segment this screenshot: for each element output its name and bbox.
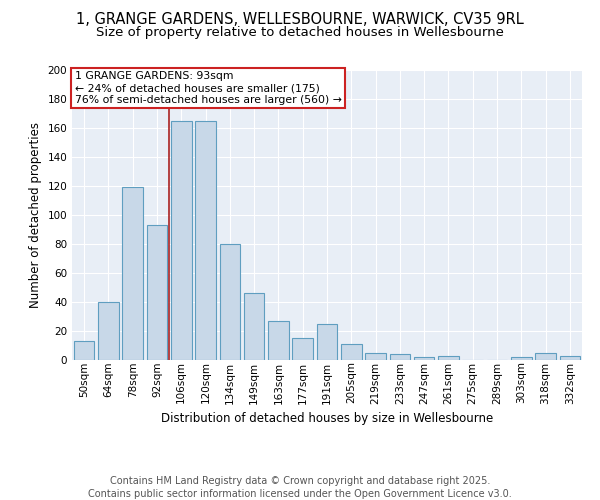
Text: Size of property relative to detached houses in Wellesbourne: Size of property relative to detached ho…: [96, 26, 504, 39]
X-axis label: Distribution of detached houses by size in Wellesbourne: Distribution of detached houses by size …: [161, 412, 493, 425]
Bar: [171, 120, 191, 360]
Bar: [389, 354, 410, 360]
Bar: [98, 302, 119, 360]
Bar: [122, 188, 143, 360]
Bar: [511, 357, 532, 360]
Bar: [268, 321, 289, 360]
Bar: [341, 344, 362, 360]
Bar: [438, 356, 459, 360]
Bar: [560, 356, 580, 360]
Bar: [244, 294, 265, 360]
Text: 1, GRANGE GARDENS, WELLESBOURNE, WARWICK, CV35 9RL: 1, GRANGE GARDENS, WELLESBOURNE, WARWICK…: [76, 12, 524, 28]
Bar: [365, 353, 386, 360]
Text: Contains HM Land Registry data © Crown copyright and database right 2025.: Contains HM Land Registry data © Crown c…: [110, 476, 490, 486]
Text: Contains public sector information licensed under the Open Government Licence v3: Contains public sector information licen…: [88, 489, 512, 499]
Y-axis label: Number of detached properties: Number of detached properties: [29, 122, 42, 308]
Bar: [195, 120, 216, 360]
Bar: [414, 357, 434, 360]
Bar: [146, 225, 167, 360]
Bar: [535, 353, 556, 360]
Bar: [292, 338, 313, 360]
Bar: [317, 324, 337, 360]
Text: 1 GRANGE GARDENS: 93sqm
← 24% of detached houses are smaller (175)
76% of semi-d: 1 GRANGE GARDENS: 93sqm ← 24% of detache…: [74, 72, 341, 104]
Bar: [74, 341, 94, 360]
Bar: [220, 244, 240, 360]
